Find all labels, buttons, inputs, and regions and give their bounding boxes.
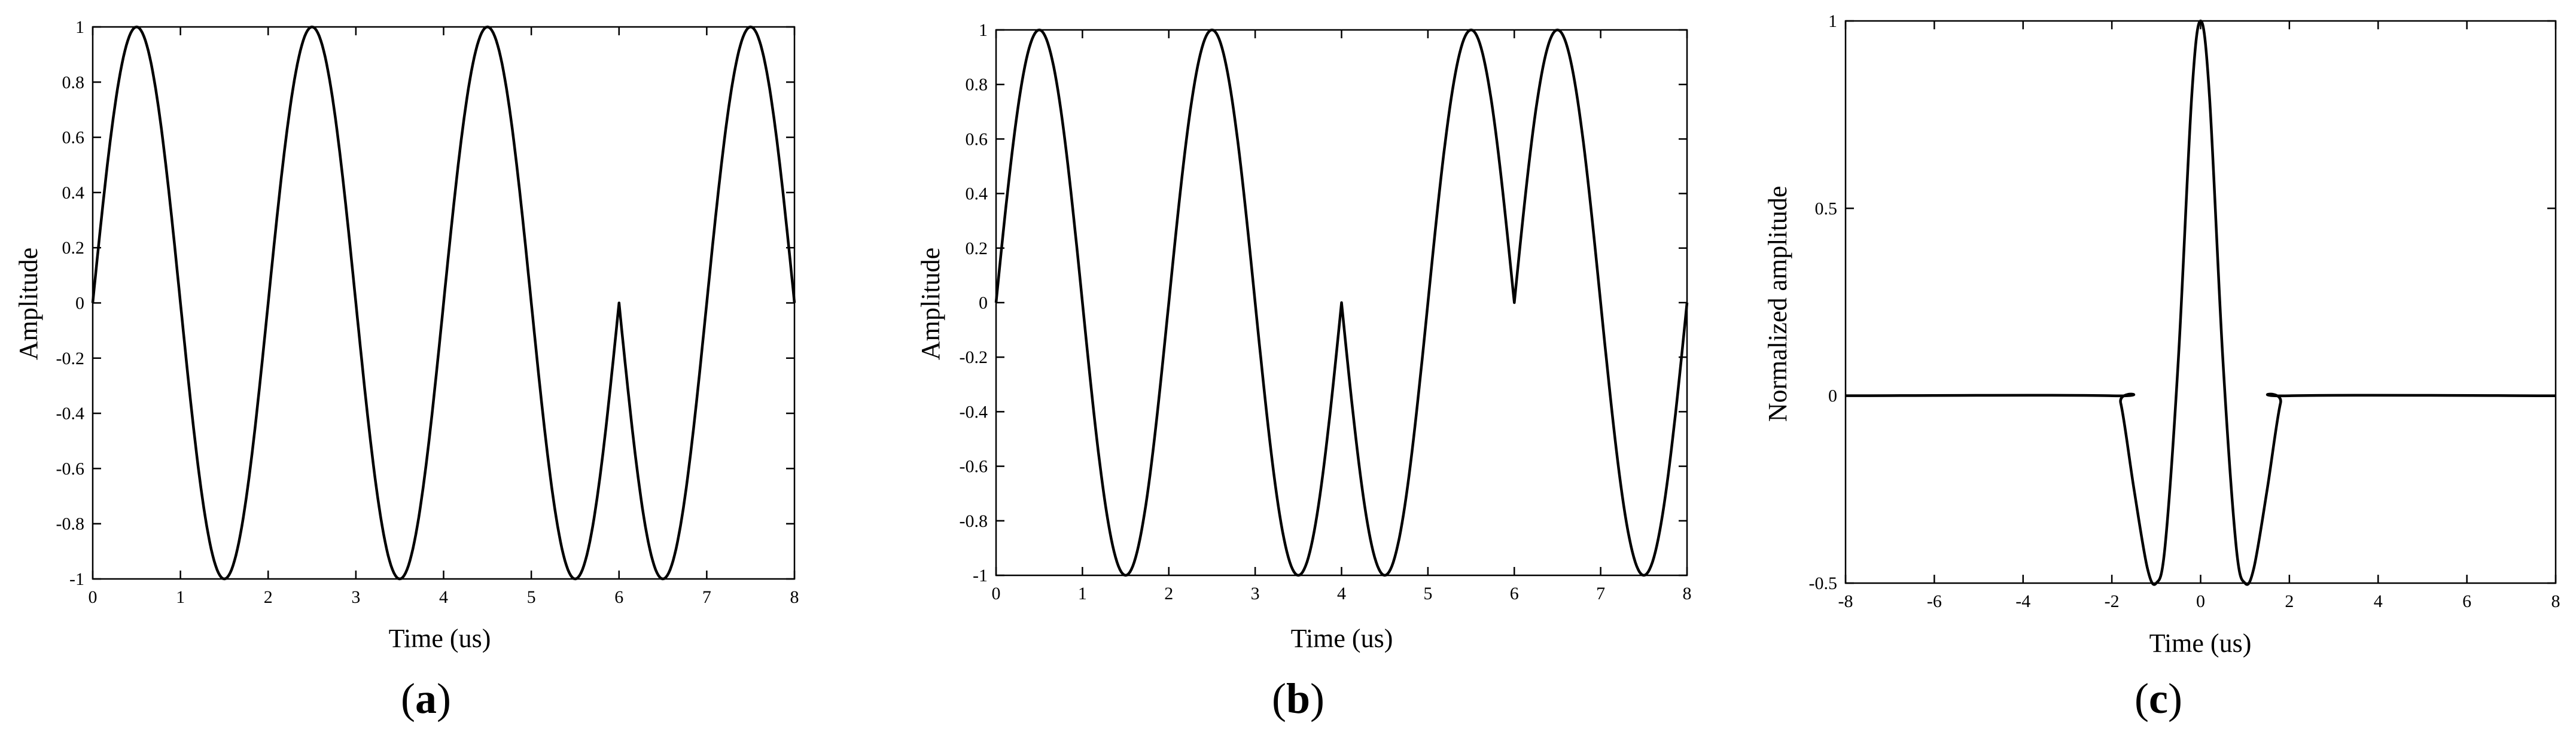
panel-b: 0 1 2 3 4 5 6 7 8 -1 -0.8 -0.6 -0.4 -0.2 0 0.2 0.4 0.6 0.8… [916, 20, 1692, 722]
y-tick-label: 0.2 [62, 238, 85, 258]
y-tick-label: 0.6 [966, 129, 988, 149]
panel-c-plot-area: -8 -6 -4 -2 0 2 4 6 8 -0.5 0 0.5 1 [1809, 11, 2560, 611]
y-tick-label: 0 [979, 293, 988, 313]
x-tick-label: 2 [264, 587, 273, 607]
y-tick-label: -0.8 [960, 511, 988, 531]
x-tick-label: 5 [527, 587, 536, 607]
y-tick-label: -0.2 [960, 347, 988, 367]
panel-a-xlabel: Time (us) [389, 624, 491, 653]
y-tick-label: 0.2 [966, 239, 988, 258]
x-tick-label: -6 [1927, 591, 1942, 611]
panel-a: 0 1 2 3 4 5 6 7 8 -1 -0.8 -0.6 -0.4 -0.2 0 0.2 0.4 0.6 0.8… [14, 17, 799, 722]
panel-c-ylabel: Normalized amplitude [1763, 186, 1792, 422]
x-tick-label: 8 [790, 587, 799, 607]
y-tick-label: -0.8 [56, 514, 85, 534]
y-tick-label: -0.2 [56, 349, 85, 368]
x-tick-label: -4 [2015, 591, 2030, 611]
x-tick-label: 5 [1423, 584, 1432, 603]
x-tick-label: 1 [1078, 584, 1087, 603]
x-tick-label: 0 [89, 587, 98, 607]
y-tick-label: 0.6 [62, 128, 85, 148]
y-tick-label: -0.6 [56, 459, 85, 478]
y-tick-label: 0 [75, 294, 84, 313]
panel-b-xlabel: Time (us) [1291, 624, 1393, 653]
panel-a-series-line [91, 25, 796, 581]
x-tick-label: 7 [702, 587, 711, 607]
x-tick-label: 0 [992, 584, 1001, 603]
y-tick-label: 0 [1828, 386, 1837, 406]
y-tick-label: -1 [973, 566, 988, 586]
y-tick-label: 1 [1828, 11, 1837, 31]
panel-c-frame [1844, 20, 2557, 584]
y-tick-label: -0.6 [960, 457, 988, 477]
x-tick-label: 1 [176, 587, 185, 607]
y-tick-label: 0.4 [62, 183, 85, 203]
panel-c-series-line [1845, 19, 2556, 586]
x-tick-label: 6 [614, 587, 623, 607]
y-tick-label: 0.4 [966, 184, 988, 204]
panel-a-plot-area: 0 1 2 3 4 5 6 7 8 -1 -0.8 -0.6 -0.4 -0.2 0 0.2 0.4 0.6 0.8… [56, 17, 799, 607]
y-tick-label: 0.8 [966, 75, 988, 94]
y-tick-label: -0.4 [56, 404, 85, 423]
x-tick-label: 0 [2196, 591, 2205, 611]
panel-b-ylabel: Amplitude [916, 248, 945, 360]
x-tick-label: 3 [351, 587, 360, 607]
x-tick-label: 6 [1510, 584, 1519, 603]
x-tick-label: 4 [2374, 591, 2383, 611]
panel-c-xlabel: Time (us) [2149, 629, 2252, 658]
panel-b-plot-area: 0 1 2 3 4 5 6 7 8 -1 -0.8 -0.6 -0.4 -0.2 0 0.2 0.4 0.6 0.8… [960, 20, 1692, 603]
x-tick-label: 6 [2462, 591, 2471, 611]
panel-a-ylabel: Amplitude [14, 248, 43, 360]
y-tick-label: -1 [69, 569, 84, 589]
x-tick-label: 2 [2285, 591, 2294, 611]
x-tick-label: 7 [1596, 584, 1605, 603]
x-tick-label: 4 [1337, 584, 1346, 603]
x-tick-label: 8 [2551, 591, 2560, 611]
x-tick-label: 2 [1164, 584, 1173, 603]
y-tick-label: 0.8 [62, 72, 85, 92]
panel-b-label: (b) [1272, 675, 1324, 722]
panel-b-series-line [994, 28, 1689, 577]
x-tick-label: 4 [439, 587, 448, 607]
y-tick-label: 1 [979, 20, 988, 40]
panel-c-label: (c) [2135, 675, 2182, 722]
x-tick-label: 3 [1251, 584, 1260, 603]
panel-c: -8 -6 -4 -2 0 2 4 6 8 -0.5 0 0.5 1 Time (us) Normali… [1763, 11, 2560, 722]
panel-a-label: (a) [401, 675, 451, 722]
y-tick-label: -0.4 [960, 402, 988, 422]
y-tick-label: -0.5 [1809, 574, 1838, 593]
x-tick-label: 8 [1683, 584, 1692, 603]
y-tick-label: 1 [75, 17, 84, 37]
x-tick-label: -8 [1838, 591, 1853, 611]
y-tick-label: 0.5 [1815, 199, 1838, 218]
x-tick-label: -2 [2105, 591, 2120, 611]
